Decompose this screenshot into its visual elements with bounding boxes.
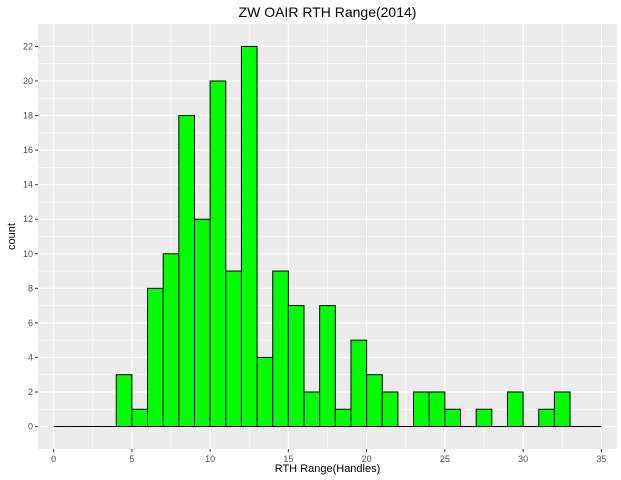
y-tick-label: 20 [23, 76, 33, 86]
x-tick-label: 15 [283, 454, 293, 464]
y-tick-label: 10 [23, 249, 33, 259]
histogram-bar [209, 80, 227, 428]
histogram-bar [428, 391, 446, 428]
x-tick-label: 10 [205, 454, 215, 464]
histogram-bar [413, 391, 430, 428]
x-tick-label: 30 [518, 454, 528, 464]
histogram-bar [506, 391, 524, 428]
x-tick-label: 0 [51, 454, 56, 464]
histogram-bar [366, 374, 383, 428]
bars [53, 45, 602, 428]
y-tick-label: 16 [23, 145, 33, 155]
histogram-bar [272, 270, 289, 428]
y-tick-label: 18 [23, 111, 33, 121]
x-axis: 0 5 10 15 20 25 30 35 [51, 449, 606, 464]
x-tick-label: 25 [440, 454, 450, 464]
histogram-bar [381, 391, 399, 428]
histogram-bar [319, 305, 336, 428]
histogram-bar [162, 253, 180, 428]
histogram-bar [553, 391, 571, 428]
histogram-bar [240, 45, 258, 428]
histogram-bar [178, 115, 195, 428]
y-tick-label: 8 [28, 283, 33, 293]
y-tick-label: 4 [28, 352, 33, 362]
histogram-bar [131, 408, 149, 428]
histogram-bar [350, 339, 368, 428]
x-tick-label: 5 [129, 454, 134, 464]
histogram-bar [334, 408, 352, 428]
x-tick-label: 20 [362, 454, 372, 464]
histogram-bar [256, 356, 274, 428]
x-axis-title: RTH Range(Handles) [275, 463, 381, 475]
histogram-bar [303, 391, 321, 428]
y-tick-label: 12 [23, 214, 33, 224]
x-tick-label: 35 [596, 454, 606, 464]
histogram-bar [444, 408, 462, 428]
y-axis: 0 2 4 6 8 10 12 14 16 18 20 22 [23, 41, 38, 432]
y-tick-label: 22 [23, 41, 33, 51]
histogram-bar [287, 305, 305, 428]
histogram-bar [475, 408, 493, 428]
y-tick-label: 14 [23, 180, 33, 190]
histogram-bar [225, 270, 242, 428]
y-tick-label: 0 [28, 422, 33, 432]
y-tick-label: 2 [28, 387, 33, 397]
histogram-bar [115, 374, 133, 428]
y-tick-label: 6 [28, 318, 33, 328]
y-axis-title: count [6, 223, 18, 250]
histogram-bar [193, 218, 211, 428]
histogram-bar [147, 287, 164, 428]
chart-title: ZW OAIR RTH Range(2014) [239, 4, 417, 20]
histogram-bar [538, 408, 555, 428]
